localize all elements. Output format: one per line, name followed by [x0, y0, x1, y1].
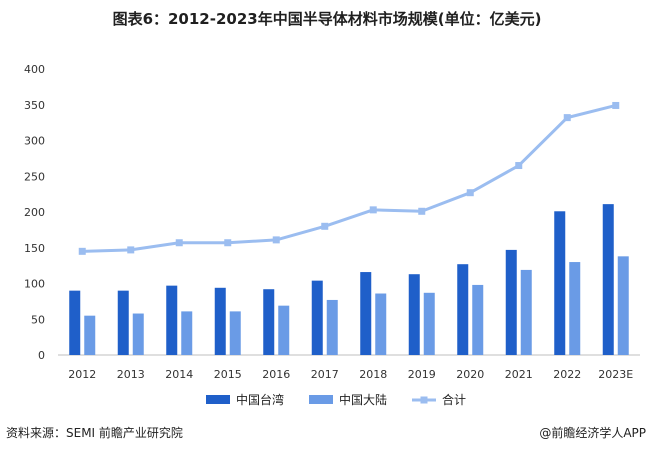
bar-taiwan [117, 290, 129, 355]
bar-mainland [229, 311, 241, 355]
x-tick-label: 2014 [165, 368, 193, 381]
bar-taiwan [263, 289, 275, 355]
bar-mainland [520, 269, 532, 355]
y-tick-label: 400 [24, 63, 45, 76]
bar-mainland [181, 311, 193, 355]
y-tick-label: 150 [24, 242, 45, 255]
x-tick-label: 2015 [214, 368, 242, 381]
x-axis: 2012 2013 2014 2015 2016 2017 2018 2019 2020 2021… [58, 354, 640, 381]
x-tick-label: 2019 [408, 368, 436, 381]
chart-title: 图表6：2012-2023年中国半导体材料市场规模(单位：亿美元) [112, 10, 542, 28]
total-series-line [82, 104, 617, 253]
y-tick-label: 200 [24, 206, 45, 219]
bar-taiwan [505, 249, 517, 355]
y-tick-label: 250 [24, 170, 45, 183]
source-note: 资料来源：SEMI 前瞻产业研究院 [6, 426, 183, 440]
bars [69, 204, 629, 355]
total-point [78, 247, 86, 255]
bar-mainland [375, 293, 387, 355]
legend: 中国台湾 中国大陆 合计 [206, 392, 466, 407]
total-point [418, 207, 426, 215]
bar-mainland [423, 292, 435, 355]
x-tick-label: 2018 [359, 368, 387, 381]
bar-taiwan [311, 280, 323, 355]
y-tick-label: 350 [24, 99, 45, 112]
bar-mainland [326, 299, 338, 355]
total-point [515, 162, 523, 170]
bar-taiwan [214, 287, 226, 355]
x-tick-label: 2022 [553, 368, 581, 381]
bar-taiwan [166, 285, 178, 355]
y-tick-label: 100 [24, 278, 45, 291]
x-tick-label: 2023E [598, 368, 633, 381]
total-point [175, 239, 183, 247]
total-point [127, 246, 135, 254]
total-point [466, 189, 474, 197]
bar-taiwan [408, 274, 420, 355]
x-tick-label: 2020 [456, 368, 484, 381]
total-point [563, 114, 571, 122]
y-tick-label: 0 [38, 349, 45, 362]
bar-taiwan [69, 290, 81, 355]
bar-mainland [472, 284, 484, 355]
bar-mainland [132, 313, 144, 355]
bar-mainland [569, 262, 581, 355]
y-axis: 0 50 100 150 200 250 300 350 400 [24, 63, 45, 362]
total-point [612, 101, 620, 109]
bar-mainland [617, 256, 629, 355]
legend-swatch-marker [420, 396, 428, 404]
y-tick-label: 50 [31, 313, 45, 326]
x-tick-label: 2021 [505, 368, 533, 381]
legend-swatch [309, 395, 333, 404]
total-line [78, 101, 620, 255]
x-tick-label: 2013 [117, 368, 145, 381]
legend-label: 中国台湾 [236, 392, 284, 407]
total-point [224, 239, 232, 247]
bar-taiwan [602, 204, 614, 355]
y-tick-label: 300 [24, 135, 45, 148]
x-tick-label: 2016 [262, 368, 290, 381]
bar-mainland [84, 315, 96, 355]
bar-taiwan [360, 272, 372, 355]
total-point [369, 206, 377, 214]
legend-swatch [206, 395, 230, 404]
total-point [321, 222, 329, 230]
bar-mainland [278, 305, 290, 355]
bar-taiwan [457, 264, 469, 355]
legend-label: 中国大陆 [339, 392, 387, 407]
legend-label: 合计 [442, 392, 466, 407]
bar-taiwan [554, 211, 566, 355]
total-point [272, 236, 280, 244]
brand-credit: @前瞻经济学人APP [539, 426, 646, 440]
x-tick-label: 2012 [68, 368, 96, 381]
x-tick-label: 2017 [311, 368, 339, 381]
